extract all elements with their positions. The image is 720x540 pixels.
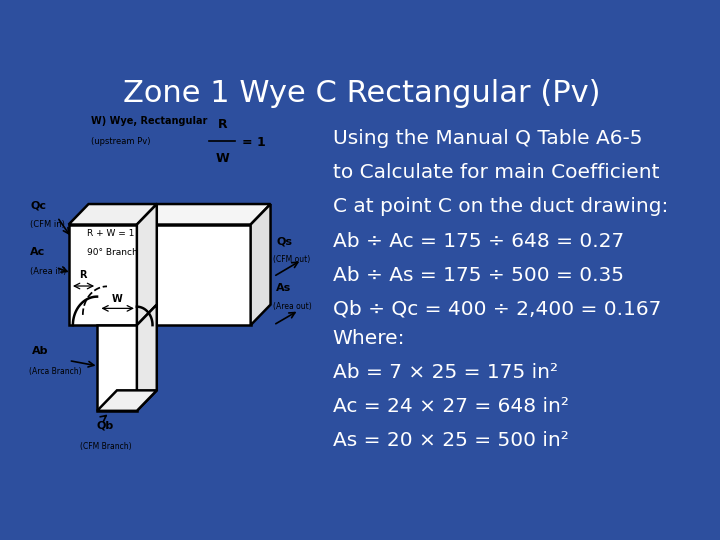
Text: As = 20 × 25 = 500 in²: As = 20 × 25 = 500 in² bbox=[333, 431, 569, 450]
Text: = 1: = 1 bbox=[242, 136, 266, 149]
Text: Ac = 24 × 27 = 648 in²: Ac = 24 × 27 = 648 in² bbox=[333, 397, 569, 416]
Polygon shape bbox=[137, 225, 251, 325]
Text: (upstream Pv): (upstream Pv) bbox=[91, 137, 151, 146]
Text: W) Wye, Rectangular: W) Wye, Rectangular bbox=[91, 117, 208, 126]
Text: R: R bbox=[217, 118, 227, 131]
Text: R + W = 1: R + W = 1 bbox=[87, 230, 135, 238]
Text: (CFM out): (CFM out) bbox=[274, 255, 310, 265]
Text: (CFM Branch): (CFM Branch) bbox=[80, 442, 132, 451]
Text: Ab ÷ As = 175 ÷ 500 = 0.35: Ab ÷ As = 175 ÷ 500 = 0.35 bbox=[333, 266, 624, 285]
Text: Qs: Qs bbox=[276, 237, 292, 246]
Text: (Area in): (Area in) bbox=[30, 267, 66, 275]
Text: (Area out): (Area out) bbox=[274, 302, 312, 311]
Text: Where:: Where: bbox=[333, 329, 405, 348]
Text: Qc: Qc bbox=[30, 201, 46, 211]
Text: W: W bbox=[112, 294, 122, 304]
Polygon shape bbox=[251, 204, 271, 325]
Text: to Calculate for main Coefficient: to Calculate for main Coefficient bbox=[333, 163, 660, 183]
Text: Ab: Ab bbox=[32, 346, 48, 356]
Text: 90° Branch: 90° Branch bbox=[87, 248, 138, 257]
Polygon shape bbox=[137, 204, 271, 225]
Polygon shape bbox=[97, 390, 157, 411]
Text: Ab = 7 × 25 = 175 in²: Ab = 7 × 25 = 175 in² bbox=[333, 363, 558, 382]
Text: R: R bbox=[79, 271, 86, 280]
Text: Ac: Ac bbox=[30, 247, 45, 258]
Text: W: W bbox=[215, 152, 229, 165]
Text: Qb ÷ Qc = 400 ÷ 2,400 = 0.167: Qb ÷ Qc = 400 ÷ 2,400 = 0.167 bbox=[333, 300, 661, 319]
Text: Zone 1 Wye C Rectangular (Pv): Zone 1 Wye C Rectangular (Pv) bbox=[124, 79, 601, 109]
Text: Using the Manual Q Table A6-5: Using the Manual Q Table A6-5 bbox=[333, 129, 642, 149]
Text: (Arca Branch): (Arca Branch) bbox=[29, 367, 81, 376]
Polygon shape bbox=[68, 225, 137, 325]
Text: Qb: Qb bbox=[97, 421, 114, 431]
Polygon shape bbox=[97, 325, 137, 411]
Text: Ab ÷ Ac = 175 ÷ 648 = 0.27: Ab ÷ Ac = 175 ÷ 648 = 0.27 bbox=[333, 232, 624, 251]
Polygon shape bbox=[137, 305, 157, 411]
Polygon shape bbox=[68, 204, 157, 225]
Text: As: As bbox=[276, 283, 292, 293]
Polygon shape bbox=[137, 204, 157, 325]
Text: (CFM in): (CFM in) bbox=[30, 220, 65, 229]
Text: C at point C on the duct drawing:: C at point C on the duct drawing: bbox=[333, 198, 668, 217]
